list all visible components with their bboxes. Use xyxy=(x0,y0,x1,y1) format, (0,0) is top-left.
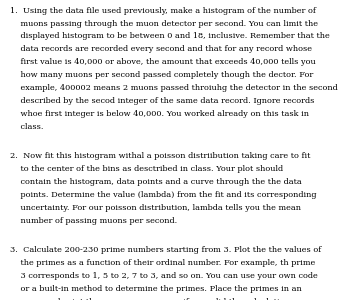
Text: uncertainty. For our poisson distribution, lambda tells you the mean: uncertainty. For our poisson distributio… xyxy=(10,204,301,212)
Text: whoe first integer is below 40,000. You worked already on this task in: whoe first integer is below 40,000. You … xyxy=(10,110,309,118)
Text: 3 corresponds to 1, 5 to 2, 7 to 3, and so on. You can use your own code: 3 corresponds to 1, 5 to 2, 7 to 3, and … xyxy=(10,272,318,280)
Text: points. Determine the value (lambda) from the fit and its corresponding: points. Determine the value (lambda) fro… xyxy=(10,191,317,199)
Text: number of passing muons per second.: number of passing muons per second. xyxy=(10,217,178,225)
Text: 1.  Using the data file used previously, make a histogram of the number of: 1. Using the data file used previously, … xyxy=(10,7,316,15)
Text: first value is 40,000 or above, the amount that exceeds 40,000 tells you: first value is 40,000 or above, the amou… xyxy=(10,58,316,66)
Text: array and print the array so we can verify you did the calculation: array and print the array so we can veri… xyxy=(10,298,290,300)
Text: how many muons per second passed completely though the dector. For: how many muons per second passed complet… xyxy=(10,71,314,79)
Text: 3.  Calculate 200-230 prime numbers starting from 3. Plot the the values of: 3. Calculate 200-230 prime numbers start… xyxy=(10,246,322,254)
Text: example, 400002 means 2 muons passed throiuhg the detector in the second: example, 400002 means 2 muons passed thr… xyxy=(10,84,338,92)
Text: data records are recorded every second and that for any record whose: data records are recorded every second a… xyxy=(10,45,313,53)
Text: contain the histogram, data points and a curve through the the data: contain the histogram, data points and a… xyxy=(10,178,302,186)
Text: described by the secod integer of the same data record. Ignore records: described by the secod integer of the sa… xyxy=(10,97,315,105)
Text: or a built-in method to determine the primes. Place the primes in an: or a built-in method to determine the pr… xyxy=(10,285,302,293)
Text: muons passing through the muon detector per second. You can limit the: muons passing through the muon detector … xyxy=(10,20,318,28)
Text: displayed histogram to be between 0 and 18, inclusive. Remember that the: displayed histogram to be between 0 and … xyxy=(10,32,330,40)
Text: the primes as a function of their ordinal number. For example, th prime: the primes as a function of their ordina… xyxy=(10,259,316,267)
Text: class.: class. xyxy=(10,123,44,131)
Text: 2.  Now fit this histogram withal a poisson distriibution taking care to fit: 2. Now fit this histogram withal a poiss… xyxy=(10,152,311,160)
Text: to the center of the bins as desctribed in class. Your plot should: to the center of the bins as desctribed … xyxy=(10,165,284,173)
